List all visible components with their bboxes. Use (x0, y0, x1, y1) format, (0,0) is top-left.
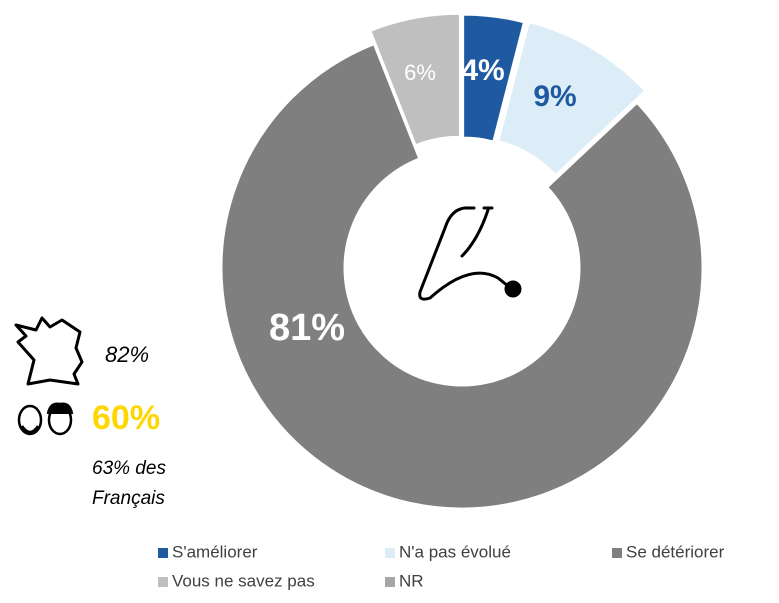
donut-slice (221, 44, 703, 509)
annotation: 82% (105, 342, 149, 367)
data-label: 6% (404, 60, 436, 85)
people-icon (17, 402, 74, 436)
legend-label: NR (399, 571, 424, 590)
annotation: Français (92, 488, 165, 509)
donut-slice (463, 14, 524, 142)
legend-swatch (385, 577, 395, 587)
data-label: 81% (269, 307, 345, 349)
stethoscope-icon (418, 206, 522, 301)
legend-label: Vous ne savez pas (172, 571, 315, 590)
legend-label: S'améliorer (172, 542, 258, 561)
legend-swatch (158, 548, 168, 558)
data-label: 4% (461, 54, 504, 87)
annotation: 63% des (92, 458, 166, 479)
annotation: 60% (92, 399, 160, 437)
legend-label: Se détériorer (626, 542, 725, 561)
legend-swatch (612, 548, 622, 558)
data-label: 9% (533, 80, 576, 113)
france-icon (14, 316, 84, 386)
legend-swatch (158, 577, 168, 587)
donut-slice (370, 13, 460, 146)
legend-label: N'a pas évolué (399, 542, 511, 561)
donut-slice (498, 22, 646, 176)
legend-swatch (385, 548, 395, 558)
